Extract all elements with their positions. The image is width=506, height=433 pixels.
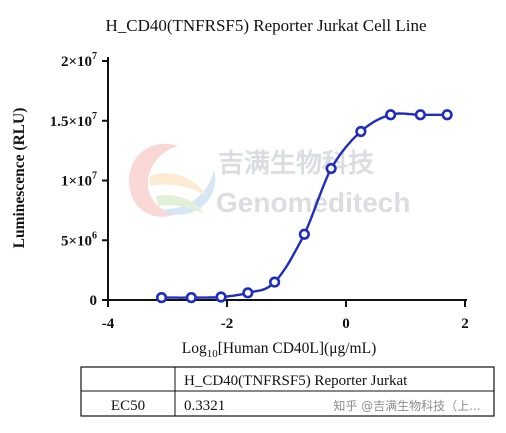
x-axis-label-subscript: 10: [207, 348, 219, 360]
y-ticks: 0 5×106 1×107 1.5×107 2×107: [50, 51, 108, 309]
y-tick-exponent: 7: [92, 111, 97, 122]
y-tick-label: 1.5×107: [50, 111, 97, 130]
x-axis-label-rest: [Human CD40L](μg/mL): [218, 340, 377, 357]
credit-text: 知乎 @吉满生物科技（上...: [333, 399, 480, 413]
y-tick-exponent: 7: [92, 51, 97, 62]
data-point: [325, 162, 337, 175]
table-cell-ec50-value: 0.3321: [184, 398, 225, 414]
x-tick-label: -4: [102, 316, 115, 332]
y-tick-label: 5×106: [61, 230, 97, 249]
data-point: [298, 228, 310, 240]
table-cell-ec50-label: EC50: [111, 398, 145, 414]
data-point: [185, 292, 197, 304]
data-point: [385, 109, 397, 121]
watermark-chinese-text: 吉满生物科技: [218, 149, 374, 179]
x-axis-label-prefix: Log: [182, 340, 207, 357]
data-point: [441, 109, 453, 121]
y-tick-exponent: 7: [92, 171, 97, 182]
x-ticks: -4 -2 0 2: [102, 300, 469, 332]
chart-title: H_CD40(TNFRSF5) Reporter Jurkat Cell Lin…: [105, 16, 426, 35]
data-point: [242, 287, 254, 299]
watermark-logo: 吉满生物科技 Genomeditech: [129, 143, 410, 218]
table-header-cell-1: H_CD40(TNFRSF5) Reporter Jurkat: [184, 373, 408, 389]
x-tick-label: 0: [342, 316, 350, 332]
series-layer: [155, 109, 453, 304]
y-tick-label: 0: [90, 293, 98, 309]
data-point: [215, 291, 227, 303]
credit-halo: 知乎 @吉满生物科技（上...: [333, 399, 480, 413]
y-tick-exponent: 6: [92, 230, 97, 241]
x-tick-label: 2: [461, 316, 469, 332]
data-point: [269, 276, 281, 288]
data-point: [355, 125, 367, 138]
x-tick-label: -2: [221, 316, 234, 332]
y-axis-label: Luminescence (RLU): [11, 108, 28, 249]
x-axis-label: Log10[Human CD40L](μg/mL): [182, 340, 377, 360]
y-tick-label: 1×107: [61, 171, 97, 190]
data-point: [155, 292, 168, 304]
y-tick-label: 2×107: [61, 51, 97, 70]
data-point: [414, 109, 426, 121]
ec50-table: H_CD40(TNFRSF5) Reporter Jurkat EC50 0.3…: [80, 366, 495, 417]
